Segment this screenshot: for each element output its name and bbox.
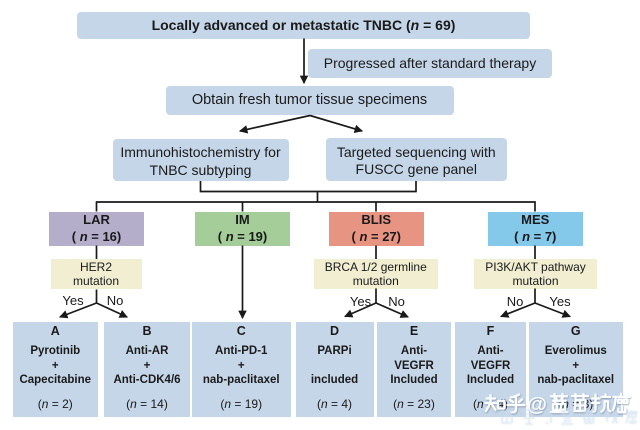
svg-text:@: @ <box>527 393 547 416</box>
